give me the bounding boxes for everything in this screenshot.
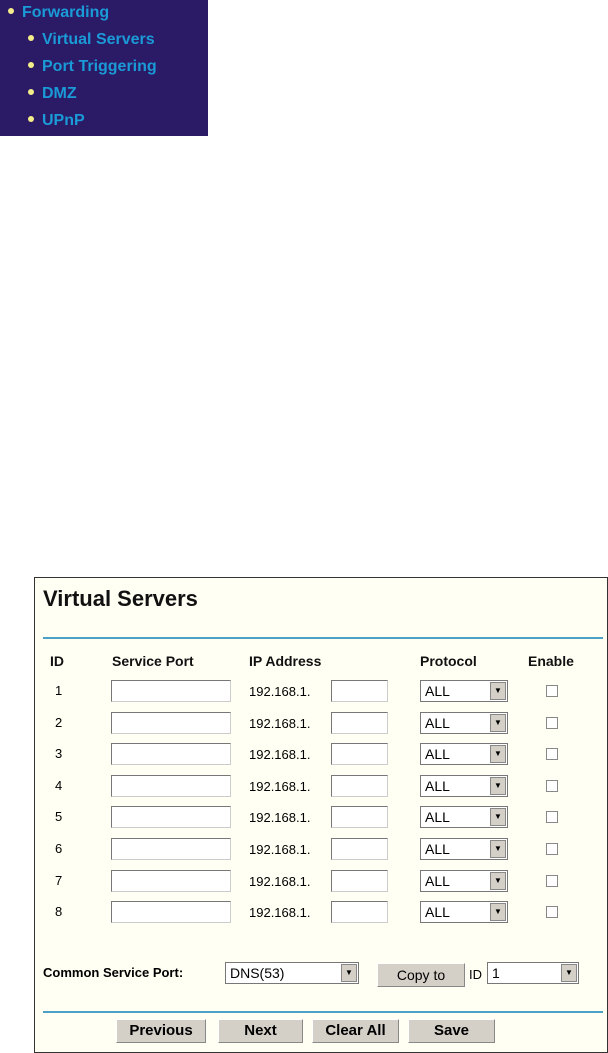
enable-checkbox[interactable] xyxy=(546,811,558,824)
chevron-down-icon: ▼ xyxy=(490,713,506,732)
ip-address-input[interactable] xyxy=(331,680,388,702)
service-port-input[interactable] xyxy=(111,901,231,924)
header-ip-address: IP Address xyxy=(249,653,322,669)
ip-prefix: 192.168.1. xyxy=(249,747,311,763)
id-label: ID xyxy=(469,967,482,982)
ip-prefix: 192.168.1. xyxy=(249,810,311,826)
ip-prefix: 192.168.1. xyxy=(249,905,311,921)
enable-checkbox[interactable] xyxy=(546,843,558,855)
enable-checkbox[interactable] xyxy=(546,906,558,919)
service-port-input[interactable] xyxy=(111,774,231,797)
next-button[interactable]: Next xyxy=(218,1019,303,1043)
clear-all-button[interactable]: Clear All xyxy=(312,1019,399,1043)
bullet-icon xyxy=(8,7,14,14)
ip-address-input[interactable] xyxy=(331,743,388,766)
service-port-input[interactable] xyxy=(111,743,231,766)
copy-id-select[interactable]: 1 ▼ xyxy=(487,962,579,984)
row-id: 7 xyxy=(55,872,63,888)
common-service-port-label: Common Service Port: xyxy=(43,965,184,980)
table-row: 2 192.168.1. ALL ▼ xyxy=(35,711,607,737)
ip-prefix: 192.168.1. xyxy=(249,715,311,731)
table-row: 1 192.168.1. ALL ▼ xyxy=(35,679,607,705)
previous-button[interactable]: Previous xyxy=(116,1019,206,1043)
header-service-port: Service Port xyxy=(112,653,194,669)
chevron-down-icon: ▼ xyxy=(490,903,506,922)
common-service-port-select[interactable]: DNS(53) ▼ xyxy=(225,962,359,984)
protocol-select[interactable]: ALL ▼ xyxy=(420,774,508,797)
service-port-input[interactable] xyxy=(111,711,231,734)
bullet-icon xyxy=(28,88,34,95)
protocol-select[interactable]: ALL ▼ xyxy=(420,806,508,829)
chevron-down-icon: ▼ xyxy=(490,871,506,890)
enable-checkbox[interactable] xyxy=(546,716,558,729)
enable-checkbox[interactable] xyxy=(546,874,558,887)
header-id: ID xyxy=(50,653,64,669)
protocol-select[interactable]: ALL ▼ xyxy=(420,711,508,734)
ip-address-input[interactable] xyxy=(331,711,388,734)
ip-prefix: 192.168.1. xyxy=(249,684,311,699)
protocol-select[interactable]: ALL ▼ xyxy=(420,901,508,924)
chevron-down-icon: ▼ xyxy=(490,682,506,700)
page-title: Virtual Servers xyxy=(43,586,198,611)
chevron-down-icon: ▼ xyxy=(490,776,506,795)
ip-address-input[interactable] xyxy=(331,774,388,797)
chevron-down-icon: ▼ xyxy=(341,964,357,982)
row-id: 6 xyxy=(55,841,63,856)
enable-checkbox[interactable] xyxy=(546,779,558,792)
row-id: 2 xyxy=(55,714,63,730)
ip-address-input[interactable] xyxy=(331,901,388,924)
protocol-select[interactable]: ALL ▼ xyxy=(420,838,508,860)
chevron-down-icon: ▼ xyxy=(490,745,506,764)
service-port-input[interactable] xyxy=(111,806,231,829)
row-id: 3 xyxy=(55,746,63,762)
menu-item-virtual-servers[interactable]: Virtual Servers xyxy=(28,31,155,49)
chevron-down-icon: ▼ xyxy=(490,808,506,827)
chevron-down-icon: ▼ xyxy=(490,840,506,858)
protocol-select[interactable]: ALL ▼ xyxy=(420,869,508,892)
bullet-icon xyxy=(28,115,34,122)
table-row: 4 192.168.1. ALL ▼ xyxy=(35,774,607,800)
ip-address-input[interactable] xyxy=(331,838,388,860)
table-row: 8 192.168.1. ALL ▼ xyxy=(35,900,607,926)
bullet-icon xyxy=(28,61,34,68)
table-row: 6 192.168.1. ALL ▼ xyxy=(35,837,607,863)
table-row: 3 192.168.1. ALL ▼ xyxy=(35,742,607,768)
menu-item-dmz[interactable]: DMZ xyxy=(28,85,77,103)
menu-item-upnp[interactable]: UPnP xyxy=(28,112,85,130)
menu-item-forwarding[interactable]: Forwarding xyxy=(8,4,109,22)
forwarding-menu: Forwarding Virtual Servers Port Triggeri… xyxy=(0,0,208,136)
ip-prefix: 192.168.1. xyxy=(249,778,311,794)
ip-address-input[interactable] xyxy=(331,869,388,892)
row-id: 8 xyxy=(55,904,63,920)
menu-item-port-triggering[interactable]: Port Triggering xyxy=(28,58,157,76)
service-port-input[interactable] xyxy=(111,838,231,860)
row-id: 5 xyxy=(55,809,63,825)
save-button[interactable]: Save xyxy=(408,1019,495,1043)
divider xyxy=(43,637,603,639)
service-port-input[interactable] xyxy=(111,869,231,892)
enable-checkbox[interactable] xyxy=(546,748,558,761)
header-enable: Enable xyxy=(528,653,574,669)
bullet-icon xyxy=(28,34,34,41)
protocol-select[interactable]: ALL ▼ xyxy=(420,680,508,702)
virtual-servers-panel: Virtual Servers ID Service Port IP Addre… xyxy=(34,577,608,1053)
copy-to-button[interactable]: Copy to xyxy=(377,963,465,987)
row-id: 4 xyxy=(55,777,63,793)
table-row: 5 192.168.1. ALL ▼ xyxy=(35,805,607,831)
header-protocol: Protocol xyxy=(420,653,477,669)
protocol-select[interactable]: ALL ▼ xyxy=(420,743,508,766)
ip-prefix: 192.168.1. xyxy=(249,873,311,889)
ip-prefix: 192.168.1. xyxy=(249,842,311,857)
enable-checkbox[interactable] xyxy=(546,685,558,697)
table-row: 7 192.168.1. ALL ▼ xyxy=(35,869,607,895)
divider xyxy=(43,1011,603,1013)
ip-address-input[interactable] xyxy=(331,806,388,829)
row-id: 1 xyxy=(55,683,63,698)
chevron-down-icon: ▼ xyxy=(561,964,577,982)
service-port-input[interactable] xyxy=(111,680,231,702)
